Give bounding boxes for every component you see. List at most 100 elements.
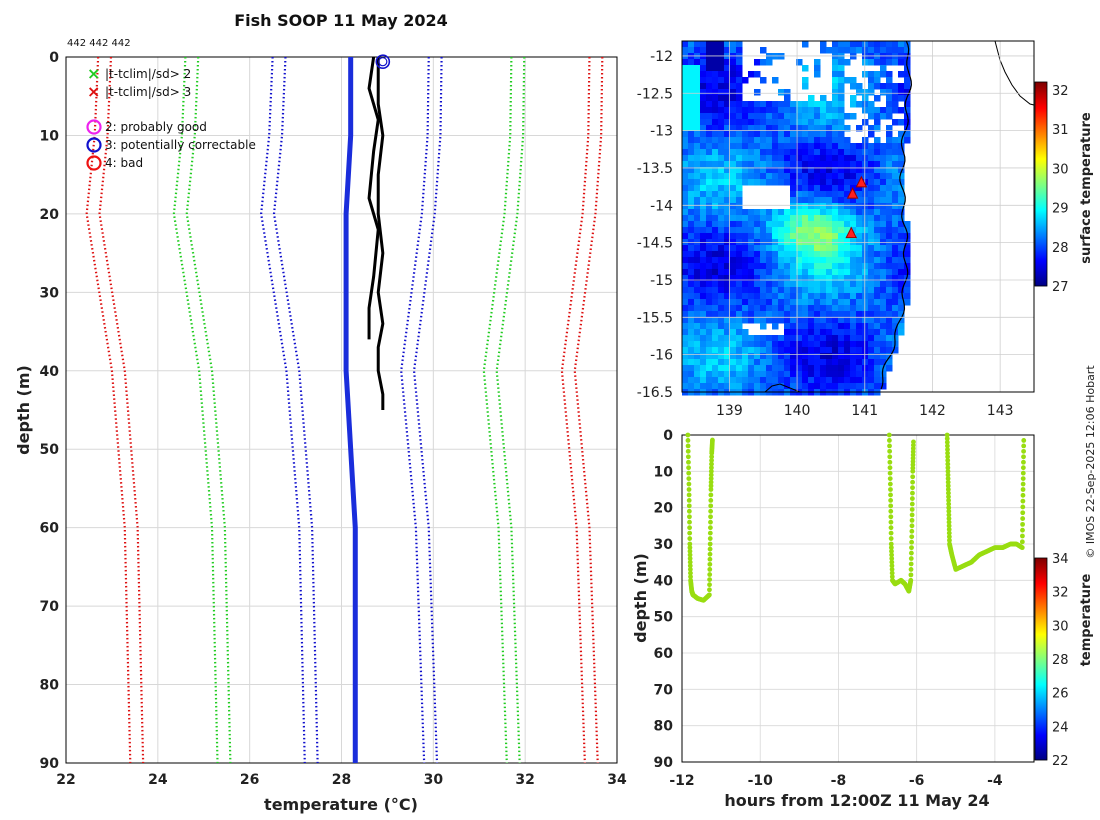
sst-cell <box>868 149 875 156</box>
sst-cell <box>754 275 761 282</box>
sst-cell <box>682 83 689 90</box>
sst-cell <box>724 173 731 180</box>
sst-cell <box>850 317 857 324</box>
sst-cell <box>802 143 809 150</box>
sst-cell <box>802 119 809 126</box>
sst-cell <box>688 275 695 282</box>
sst-cell <box>760 299 767 306</box>
sst-cell <box>718 77 725 84</box>
sst-cell <box>880 59 887 66</box>
timeseries-point <box>707 530 713 536</box>
sst-cell <box>832 287 839 294</box>
sst-cell <box>892 179 899 186</box>
sst-cell <box>886 245 893 252</box>
sst-cell <box>784 383 791 390</box>
sst-cell <box>688 335 695 342</box>
timeseries-point <box>685 448 691 454</box>
sst-cell <box>706 185 713 192</box>
sst-cell <box>730 209 737 216</box>
timeseries-point <box>1021 438 1027 443</box>
sst-cell <box>700 89 707 96</box>
sst-cell <box>766 215 773 222</box>
sst-cell <box>874 347 881 354</box>
sst-cell <box>694 173 701 180</box>
sst-cell <box>778 383 785 390</box>
sst-cell <box>904 131 911 138</box>
sst-cell <box>784 167 791 174</box>
sst-cell <box>748 299 755 306</box>
sst-cell <box>862 245 869 252</box>
timeseries-point <box>946 501 952 507</box>
sst-cell <box>868 197 875 204</box>
clim-1sd-right-line <box>400 56 430 764</box>
timeseries-colorbar-strip <box>1035 733 1047 735</box>
timeseries-point <box>687 545 693 551</box>
map-colorbar-strip <box>1035 103 1047 105</box>
sst-cell <box>724 299 731 306</box>
map-colorbar-tick: 29 <box>1052 202 1069 217</box>
sst-cell <box>688 173 695 180</box>
timeseries-colorbar-strip <box>1035 669 1047 671</box>
sst-cell <box>862 197 869 204</box>
timeseries-colorbar-strip <box>1035 730 1047 732</box>
timeseries-point <box>887 481 893 487</box>
sst-cell <box>700 221 707 228</box>
sst-cell <box>688 383 695 390</box>
sst-cell <box>790 107 797 114</box>
sst-cell <box>796 251 803 258</box>
profile-grid <box>65 56 618 764</box>
sst-cell <box>766 263 773 270</box>
sst-cell <box>856 173 863 180</box>
sst-cell <box>868 359 875 366</box>
map-colorbar-strip <box>1035 86 1047 88</box>
sst-cell <box>724 59 731 66</box>
map-xtick-label: 139 <box>716 403 743 419</box>
timeseries-xtick-label: -4 <box>987 773 1003 789</box>
sst-cell <box>850 215 857 222</box>
sst-cell <box>868 257 875 264</box>
sst-cell <box>790 221 797 228</box>
sst-cell <box>808 113 815 120</box>
sst-cell <box>832 299 839 306</box>
sst-cell <box>868 59 875 66</box>
sst-cell <box>862 251 869 258</box>
timeseries-colorbar-strip <box>1035 751 1047 753</box>
sst-cell <box>724 377 731 384</box>
sst-cell <box>802 113 809 120</box>
sst-cell <box>706 179 713 186</box>
sst-cell <box>748 233 755 240</box>
sst-cell <box>838 77 845 84</box>
map-colorbar-strip <box>1035 209 1047 211</box>
sst-cell <box>748 161 755 168</box>
sst-cell <box>778 137 785 144</box>
timeseries-point <box>1020 533 1025 539</box>
sst-cell <box>802 281 809 288</box>
sst-cell <box>850 101 857 108</box>
sst-cell <box>832 257 839 264</box>
timeseries-point <box>887 470 893 476</box>
sst-cell <box>850 47 857 54</box>
timeseries-colorbar-strip <box>1035 574 1047 576</box>
timeseries-point <box>707 551 713 557</box>
timeseries-colorbar-strip <box>1035 667 1047 669</box>
sst-cell <box>844 167 851 174</box>
sst-cell <box>832 155 839 162</box>
observed-profile-1 <box>367 56 380 340</box>
sst-cell <box>790 263 797 270</box>
sst-cell <box>880 317 887 324</box>
sst-cell <box>730 287 737 294</box>
sst-cell <box>760 275 767 282</box>
timeseries-colorbar-strip <box>1035 625 1047 627</box>
sst-cell <box>814 293 821 300</box>
sst-cell <box>832 251 839 258</box>
map-colorbar-strip <box>1035 85 1047 87</box>
sst-cell <box>790 155 797 162</box>
sst-cell <box>766 245 773 252</box>
sst-cell <box>796 275 803 282</box>
sst-cell <box>898 323 905 330</box>
map-colorbar-strip <box>1035 117 1047 119</box>
sst-cell <box>730 317 737 324</box>
map-colorbar-strip <box>1035 239 1047 241</box>
sst-cell <box>820 101 827 108</box>
sst-cell <box>688 317 695 324</box>
